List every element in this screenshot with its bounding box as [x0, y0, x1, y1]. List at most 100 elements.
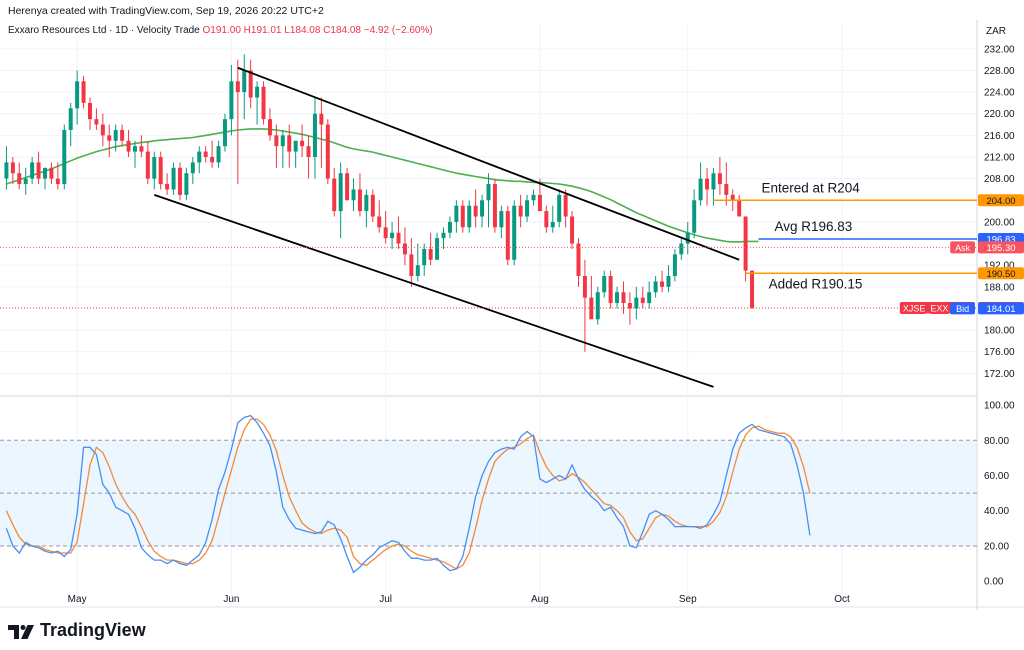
candle	[139, 135, 144, 157]
candle-body	[107, 135, 112, 141]
candle	[570, 211, 575, 249]
candle	[460, 200, 465, 233]
candle-body	[537, 194, 542, 212]
candle	[10, 157, 15, 185]
candle	[171, 162, 176, 195]
chart-credit: Herenya created with TradingView.com, Se…	[8, 5, 324, 17]
tradingview-logo[interactable]: TradingView	[8, 620, 146, 641]
candle	[415, 243, 420, 282]
candle-body	[332, 178, 337, 212]
stoch-tick-label: 80.00	[984, 436, 1009, 447]
candle	[197, 146, 202, 174]
candle-body	[653, 281, 658, 293]
candle-body	[608, 276, 613, 304]
candle	[660, 270, 665, 293]
candle-body	[447, 221, 452, 233]
candle	[229, 65, 234, 136]
currency-label: ZAR	[986, 26, 1006, 37]
candle-body	[435, 238, 440, 260]
candle-body	[390, 232, 395, 239]
candle-body	[152, 157, 157, 179]
candle-body	[441, 232, 446, 239]
time-axis-label: May	[68, 594, 87, 605]
stoch-tick-label: 60.00	[984, 471, 1009, 482]
stoch-d-line	[5, 418, 811, 570]
candle-body	[570, 216, 575, 244]
candle-body	[396, 232, 401, 244]
candle	[653, 276, 658, 298]
candle-body	[158, 157, 163, 185]
candle-body	[55, 178, 60, 185]
candle-body	[467, 205, 472, 228]
candle-body	[306, 146, 311, 157]
scale-tag-name	[950, 241, 975, 254]
candle-body	[627, 303, 632, 309]
candle	[627, 292, 632, 325]
candle-body	[210, 157, 215, 163]
candle	[396, 216, 401, 249]
candle-body	[132, 146, 137, 152]
candle-body	[357, 189, 362, 212]
candle-body	[113, 129, 118, 141]
candle	[473, 189, 478, 228]
channel-upper-line	[237, 66, 740, 261]
candle-body	[229, 81, 234, 120]
candle-body	[647, 292, 652, 304]
candle	[293, 140, 298, 168]
candle	[602, 270, 607, 298]
candle	[640, 286, 645, 309]
candle-body	[4, 162, 9, 179]
candle	[248, 59, 253, 109]
candle-body	[557, 194, 562, 222]
candle	[492, 178, 497, 233]
candle-body	[692, 200, 697, 233]
candle	[705, 167, 710, 206]
candle-body	[165, 184, 170, 190]
candle	[595, 286, 600, 325]
candle	[49, 162, 54, 185]
candle-body	[666, 276, 671, 287]
candle-body	[743, 216, 748, 271]
candle-body	[525, 200, 530, 217]
time-axis-label: Oct	[834, 594, 850, 605]
candle-body	[370, 194, 375, 217]
candle-body	[602, 276, 607, 293]
candle-body	[23, 178, 28, 185]
candle-body	[325, 124, 330, 179]
level-annotation: Entered at R204	[761, 180, 860, 195]
candle-body	[576, 243, 581, 276]
scale-price-tag	[978, 302, 1024, 315]
candle	[120, 124, 125, 147]
scale-tag-name-label: Ask	[955, 243, 971, 253]
candle	[647, 281, 652, 309]
candle-body	[492, 184, 497, 228]
candle	[203, 146, 208, 163]
candle-body	[473, 205, 478, 217]
candle	[737, 194, 742, 217]
candle	[666, 265, 671, 293]
candle	[390, 221, 395, 249]
candle-body	[621, 292, 626, 304]
symbol-legend[interactable]: Exxaro Resources Ltd · 1D · Velocity Tra…	[8, 25, 433, 36]
candle	[4, 146, 9, 190]
candle-body	[10, 162, 15, 174]
price-tick-label: 172.00	[984, 369, 1015, 380]
candle-body	[312, 113, 317, 157]
candle	[332, 167, 337, 217]
candle-body	[499, 211, 504, 228]
candle	[402, 227, 407, 266]
candle	[357, 173, 362, 217]
candle	[435, 232, 440, 260]
candle	[698, 162, 703, 206]
candle	[447, 216, 452, 239]
scale-price-tag-label: 195.30	[986, 243, 1015, 254]
candle	[377, 200, 382, 233]
candle-body	[563, 194, 568, 217]
candle-body	[351, 189, 356, 201]
price-tick-label: 188.00	[984, 282, 1015, 293]
candle-body	[364, 194, 369, 212]
candle	[267, 108, 272, 141]
level-annotation: Avg R196.83	[774, 219, 852, 234]
candle-body	[293, 140, 298, 152]
